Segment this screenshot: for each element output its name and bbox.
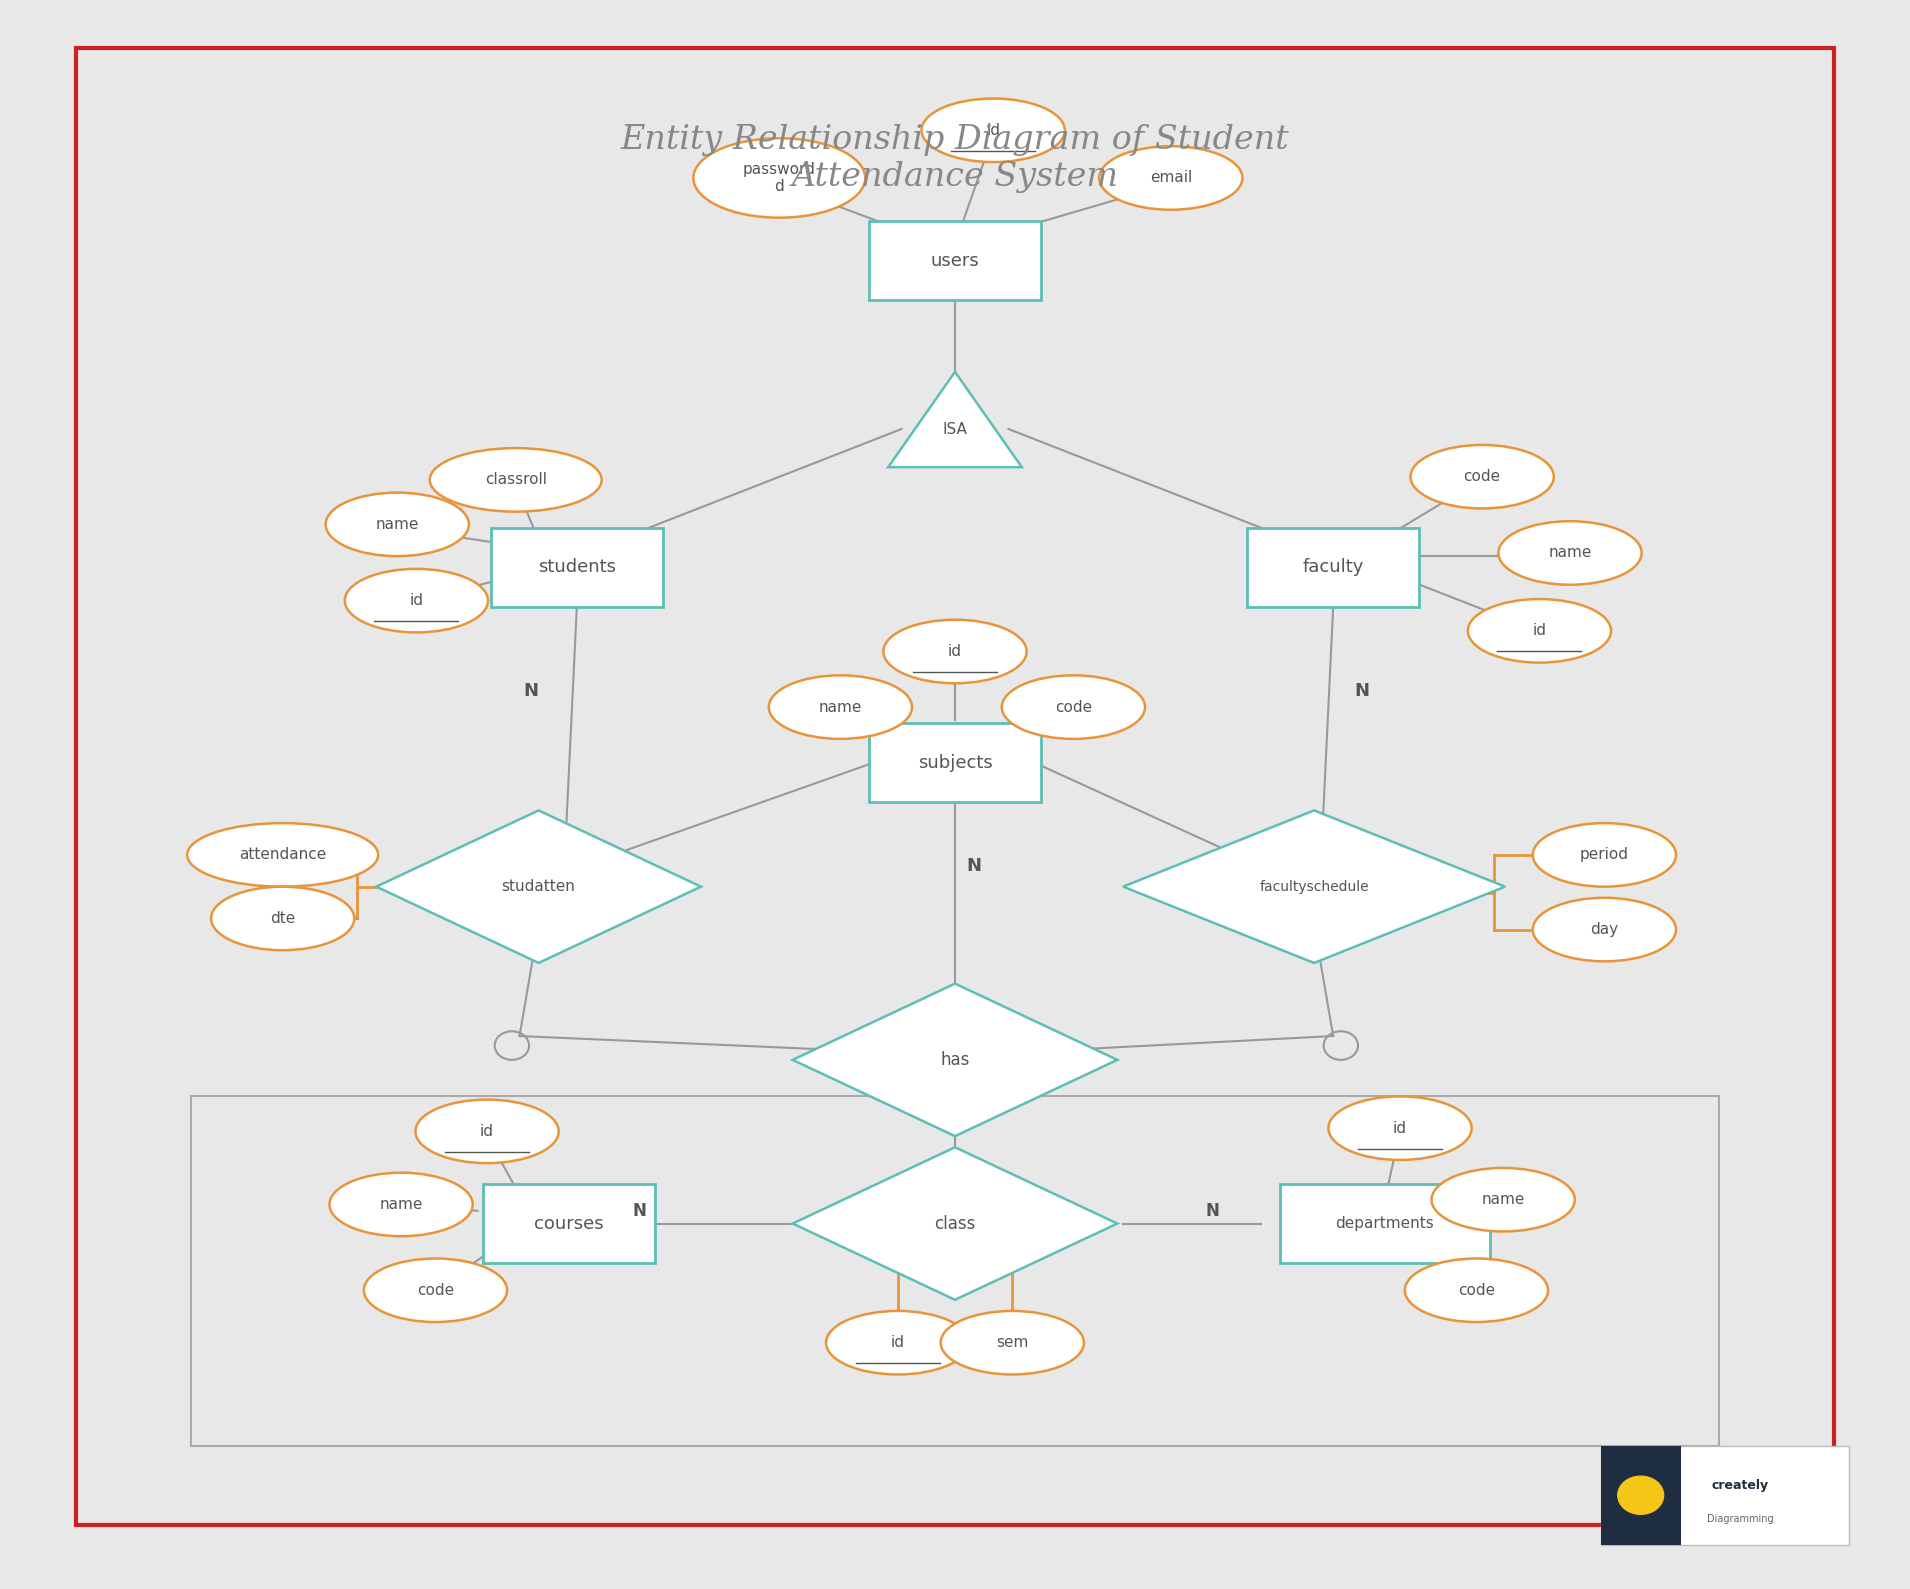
FancyBboxPatch shape (1280, 1184, 1490, 1263)
FancyBboxPatch shape (491, 528, 663, 607)
FancyBboxPatch shape (869, 221, 1041, 300)
Text: faculty: faculty (1303, 558, 1364, 577)
Text: class: class (934, 1214, 976, 1233)
Ellipse shape (923, 99, 1066, 162)
Ellipse shape (1432, 1168, 1576, 1231)
Text: sem: sem (997, 1335, 1028, 1351)
Text: id: id (890, 1335, 905, 1351)
Text: password
d: password d (743, 162, 816, 194)
Circle shape (1618, 1476, 1664, 1514)
Ellipse shape (1469, 599, 1612, 663)
Text: name: name (380, 1197, 422, 1212)
Text: day: day (1591, 922, 1618, 938)
Text: N: N (1205, 1201, 1220, 1220)
FancyBboxPatch shape (869, 723, 1041, 802)
Text: has: has (940, 1050, 970, 1069)
Ellipse shape (1003, 675, 1146, 739)
Text: N: N (632, 1201, 647, 1220)
FancyBboxPatch shape (1247, 528, 1419, 607)
Ellipse shape (325, 493, 470, 556)
Text: name: name (376, 516, 418, 532)
Text: studatten: studatten (502, 879, 575, 895)
Text: subjects: subjects (917, 753, 993, 772)
Text: students: students (539, 558, 615, 577)
Ellipse shape (942, 1311, 1085, 1374)
Text: N: N (523, 682, 539, 701)
Ellipse shape (430, 448, 602, 512)
Text: email: email (1150, 170, 1192, 186)
Ellipse shape (1532, 823, 1677, 887)
Text: Diagramming: Diagramming (1708, 1514, 1772, 1524)
Ellipse shape (768, 675, 913, 739)
Polygon shape (793, 984, 1117, 1136)
Text: name: name (1549, 545, 1591, 561)
Text: code: code (1457, 1282, 1496, 1298)
Text: code: code (1463, 469, 1501, 485)
FancyBboxPatch shape (76, 48, 1834, 1525)
Text: N: N (1354, 682, 1369, 701)
Text: courses: courses (535, 1214, 604, 1233)
Ellipse shape (187, 823, 378, 887)
Ellipse shape (1532, 898, 1677, 961)
Ellipse shape (825, 1311, 968, 1374)
Ellipse shape (1406, 1258, 1549, 1322)
Text: id: id (1392, 1120, 1408, 1136)
Ellipse shape (693, 138, 865, 218)
Ellipse shape (1329, 1096, 1473, 1160)
Ellipse shape (346, 569, 489, 632)
Text: id: id (1532, 623, 1547, 639)
FancyBboxPatch shape (1601, 1446, 1681, 1545)
Text: departments: departments (1335, 1216, 1434, 1231)
Ellipse shape (1497, 521, 1643, 585)
FancyBboxPatch shape (1601, 1446, 1849, 1545)
Text: code: code (1054, 699, 1093, 715)
Ellipse shape (365, 1258, 508, 1322)
Ellipse shape (882, 620, 1028, 683)
Ellipse shape (1410, 445, 1555, 508)
Text: users: users (930, 251, 980, 270)
Polygon shape (376, 810, 701, 963)
Text: ISA: ISA (942, 421, 968, 437)
Text: Entity Relationship Diagram of Student
Attendance System: Entity Relationship Diagram of Student A… (621, 124, 1289, 194)
Text: code: code (416, 1282, 455, 1298)
Text: N: N (966, 856, 982, 876)
Text: classroll: classroll (485, 472, 546, 488)
Text: id: id (409, 593, 424, 609)
Text: id: id (947, 644, 963, 659)
Text: period: period (1580, 847, 1629, 863)
Polygon shape (888, 372, 1022, 467)
Ellipse shape (1100, 146, 1242, 210)
Text: dte: dte (269, 910, 296, 926)
FancyBboxPatch shape (483, 1184, 655, 1263)
Ellipse shape (210, 887, 353, 950)
Text: facultyschedule: facultyschedule (1259, 880, 1369, 893)
Polygon shape (793, 1147, 1117, 1300)
Ellipse shape (329, 1173, 474, 1236)
Text: attendance: attendance (239, 847, 327, 863)
Text: name: name (1482, 1192, 1524, 1208)
Text: creately: creately (1711, 1479, 1769, 1492)
FancyBboxPatch shape (191, 1096, 1719, 1446)
Text: name: name (819, 699, 861, 715)
Ellipse shape (416, 1100, 558, 1163)
Polygon shape (1123, 810, 1505, 963)
Text: id: id (986, 122, 1001, 138)
Text: id: id (479, 1123, 495, 1139)
